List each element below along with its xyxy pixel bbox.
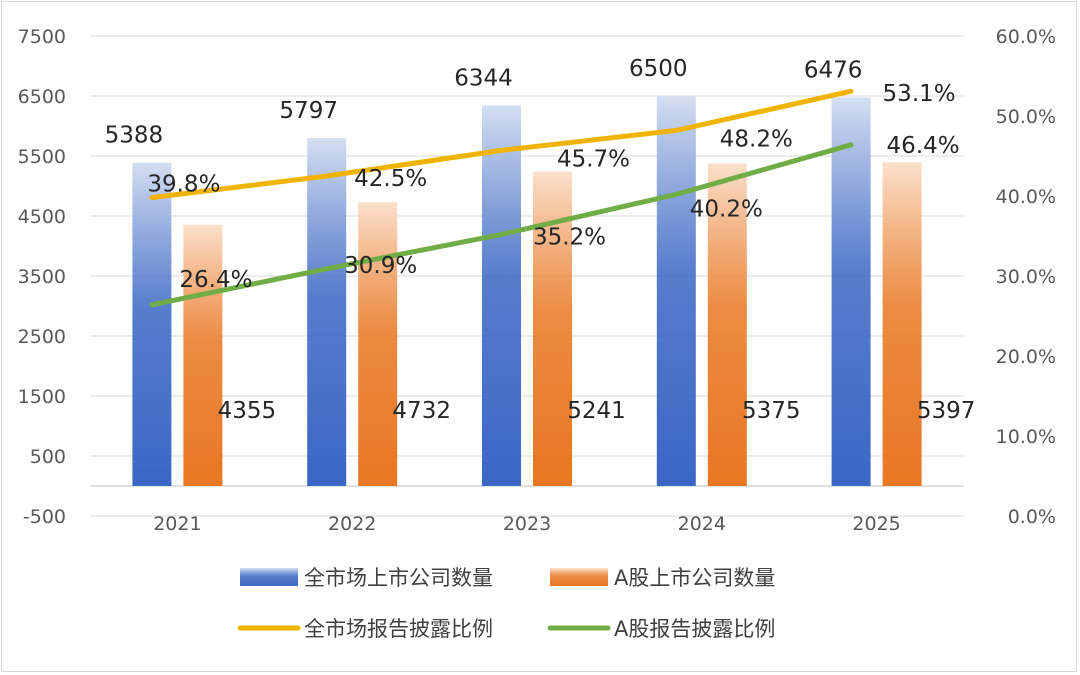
legend-item-A股上市公司数量-swatch (550, 568, 608, 586)
bar-A股上市公司数量 (882, 162, 922, 486)
line-data-label-全市场报告披露比例: 48.2% (720, 126, 793, 152)
line-全市场报告披露比例 (149, 88, 854, 201)
bar-data-label-全市场: 5797 (279, 98, 338, 124)
y-right-tick-label: 60.0% (996, 26, 1056, 48)
y-right-tick-label: 10.0% (996, 426, 1056, 448)
y-left-tick-label: 1500 (18, 386, 66, 408)
line-A股报告披露比例 (149, 142, 854, 308)
y-right-tick-label: 0.0% (1008, 506, 1056, 528)
x-tick-label: 2024 (678, 513, 726, 535)
bar-全市场上市公司数量 (656, 96, 696, 486)
x-tick-label: 2023 (503, 513, 551, 535)
y-left-tick-label: 5500 (18, 146, 66, 168)
bar-全市场上市公司数量 (831, 97, 871, 486)
y-right-tick-label: 20.0% (996, 346, 1056, 368)
bar-data-label-全市场: 6344 (454, 65, 513, 91)
y-left-tick-label: 500 (30, 446, 66, 468)
bar-data-label-A股: 4355 (218, 398, 277, 424)
bar-data-label-全市场: 5388 (105, 123, 164, 149)
y-left-tick-label: 3500 (18, 266, 66, 288)
y-right-tick-label: 30.0% (996, 266, 1056, 288)
legend-item-全市场上市公司数量-label: 全市场上市公司数量 (304, 566, 493, 590)
line-data-label-全市场报告披露比例: 45.7% (557, 146, 630, 172)
bar-A股上市公司数量 (183, 224, 223, 486)
bar-data-label-A股: 4732 (392, 398, 451, 424)
x-tick-label: 2021 (153, 513, 201, 535)
y-left-tick-label: 7500 (18, 26, 66, 48)
bar-A股上市公司数量 (358, 202, 398, 486)
bar-data-label-A股: 5375 (742, 398, 801, 424)
bar-data-label-A股: 5397 (917, 398, 976, 424)
y-right-tick-label: 40.0% (996, 186, 1056, 208)
y-left-tick-label: -500 (23, 506, 66, 528)
line-data-label-全市场报告披露比例: 53.1% (883, 81, 956, 107)
bar-全市场上市公司数量 (132, 162, 172, 486)
line-data-label-A股报告披露比例: 35.2% (533, 224, 606, 250)
line-data-label-全市场报告披露比例: 39.8% (147, 172, 220, 198)
bar-A股上市公司数量 (707, 163, 747, 486)
y-left-tick-label: 2500 (18, 326, 66, 348)
legend-item-A股上市公司数量-label: A股上市公司数量 (614, 566, 775, 590)
line-data-label-A股报告披露比例: 40.2% (690, 196, 763, 222)
legend-item-A股报告披露比例-label: A股报告披露比例 (614, 617, 775, 641)
line-data-label-A股报告披露比例: 26.4% (179, 267, 252, 293)
bar-全市场上市公司数量 (482, 105, 521, 487)
y-left-tick-label: 4500 (18, 206, 66, 228)
bar-data-label-A股: 5241 (567, 398, 626, 424)
bar-全市场上市公司数量 (307, 138, 347, 486)
y-right-tick-label: 50.0% (996, 106, 1056, 128)
line-data-label-全市场报告披露比例: 42.5% (354, 166, 427, 192)
bar-data-label-全市场: 6500 (629, 56, 688, 82)
bar-data-label-全市场: 6476 (804, 57, 863, 83)
line-data-label-A股报告披露比例: 46.4% (887, 133, 960, 159)
x-tick-label: 2022 (328, 513, 376, 535)
line-data-label-A股报告披露比例: 30.9% (344, 253, 417, 279)
legend-item-全市场报告披露比例-label: 全市场报告披露比例 (304, 617, 493, 641)
y-left-tick-label: 6500 (18, 86, 66, 108)
legend-item-全市场上市公司数量-swatch (240, 568, 298, 586)
x-tick-label: 2025 (852, 513, 900, 535)
